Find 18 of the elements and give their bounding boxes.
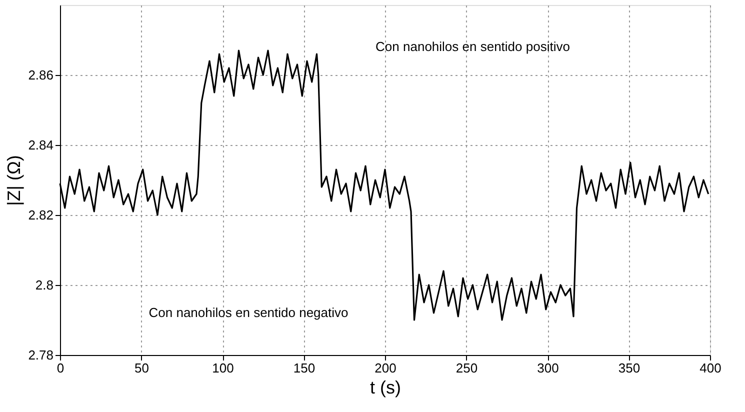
x-tick-label: 250 [456, 360, 478, 376]
y-tick-label: 2.82 [28, 208, 54, 222]
x-tick-label: 0 [56, 360, 64, 376]
x-tick-label: 300 [537, 360, 559, 376]
x-tick-label: 100 [212, 360, 234, 376]
x-tick-label: 50 [134, 360, 149, 376]
x-axis-title: t (s) [370, 378, 401, 398]
annotation: Con nanohilos en sentido negativo [148, 305, 348, 320]
annotation: Con nanohilos en sentido positivo [376, 39, 570, 54]
x-tick-label: 150 [293, 360, 316, 376]
x-tick-label: 400 [700, 360, 722, 376]
x-tick-label: 350 [618, 360, 640, 376]
x-tick-label: 200 [374, 360, 396, 376]
y-tick-label: 2.78 [28, 348, 54, 362]
y-tick-label: 2.86 [28, 68, 54, 82]
y-axis-title: |Z| (Ω) [4, 155, 24, 206]
y-tick-label: 2.8 [35, 278, 54, 292]
y-tick-label: 2.84 [28, 138, 54, 152]
